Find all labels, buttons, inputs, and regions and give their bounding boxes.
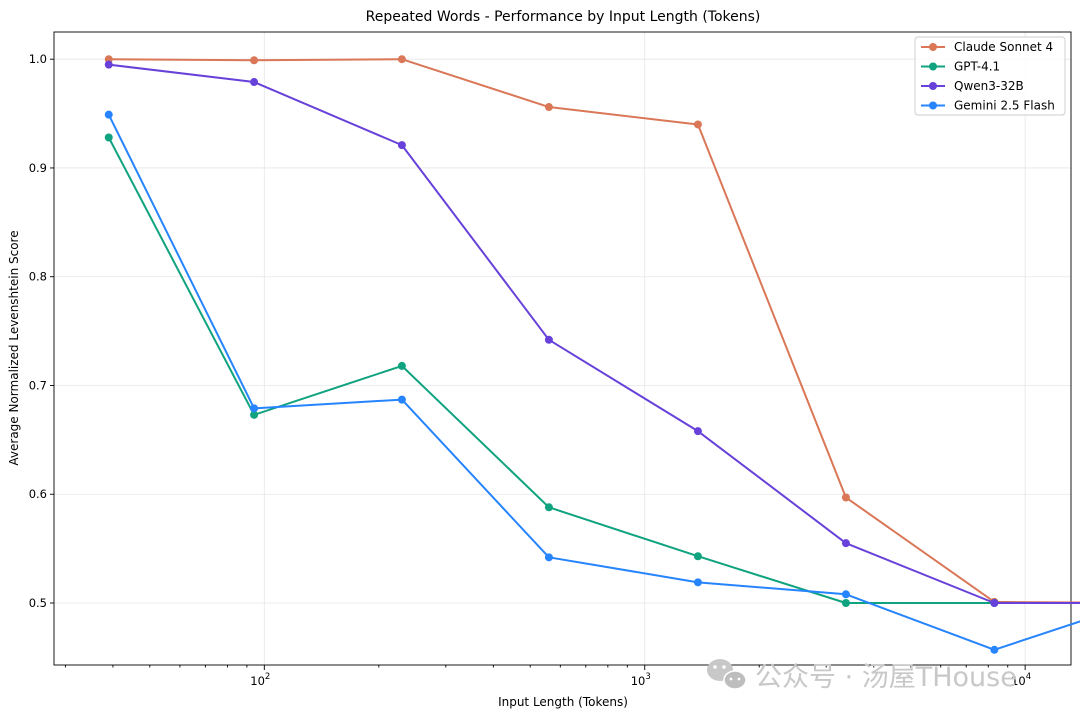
watermark-text: 公众号 · 汤屋THouse [755,662,1017,693]
series-3 [104,110,1080,654]
data-point [544,503,553,512]
series-layer [104,55,1080,654]
y-tick-label: 0.8 [29,270,47,284]
data-point [693,427,702,436]
legend-item: Qwen3-32B [921,79,1024,93]
data-point [397,55,406,64]
data-point [544,103,553,112]
legend-label: Gemini 2.5 Flash [954,99,1055,113]
legend: Claude Sonnet 4 GPT-4.1 Qwen3-32B Gemini 2.… [914,36,1066,116]
data-point [104,133,113,142]
series-1 [104,133,1080,608]
legend-marker [929,62,937,71]
plot-frame [53,31,1072,666]
watermark: 公众号 · 汤屋THouse [707,659,1017,693]
legend-marker [929,101,937,110]
y-axis: 0.5 0.6 0.7 0.8 0.9 1.0 [29,52,54,610]
x-axis-label: Input Length (Tokens) [498,695,628,709]
legend-label: Claude Sonnet 4 [954,40,1053,54]
data-point [397,361,406,370]
x-axis: 102 103 104 [64,665,1031,688]
y-tick-label: 0.5 [29,596,47,610]
series-line [108,58,1080,604]
data-point [841,539,850,548]
data-point [104,60,113,69]
data-point [841,590,850,599]
data-point [250,56,259,65]
legend-item: Claude Sonnet 4 [921,40,1053,54]
series-line [107,137,1080,605]
x-tick-label: 104 [1011,672,1031,688]
x-tick-label: 103 [631,672,651,688]
y-tick-label: 1.0 [29,52,47,66]
data-point [544,553,553,562]
y-tick-label: 0.9 [29,161,47,175]
legend-label: GPT-4.1 [954,60,1000,74]
legend-marker [929,43,937,51]
legend-item: GPT-4.1 [921,60,1000,74]
legend-marker [929,82,937,90]
series-2 [104,60,1080,608]
data-point [841,493,850,502]
data-point [104,110,113,119]
data-point [250,410,259,419]
wechat-icon [707,659,747,690]
y-tick-label: 0.7 [29,378,47,392]
data-point [841,599,850,608]
chart-title: Repeated Words - Performance by Input Le… [366,9,761,25]
data-point [990,599,999,608]
y-tick-label: 0.6 [29,487,47,501]
data-point [544,335,553,344]
data-point [397,395,406,404]
data-point [693,578,702,587]
series-line [107,114,1080,651]
data-point [250,78,259,87]
y-axis-label: Average Normalized Levenshtein Score [7,230,21,465]
series-line [108,63,1080,605]
data-point [250,404,259,413]
x-tick-label: 102 [250,672,270,688]
data-point [693,552,702,561]
data-point [990,645,999,654]
data-point [397,141,406,150]
legend-box [914,36,1066,116]
legend-item: Gemini 2.5 Flash [921,99,1055,113]
data-point [693,120,702,129]
series-0 [104,55,1080,606]
legend-label: Qwen3-32B [954,79,1024,93]
